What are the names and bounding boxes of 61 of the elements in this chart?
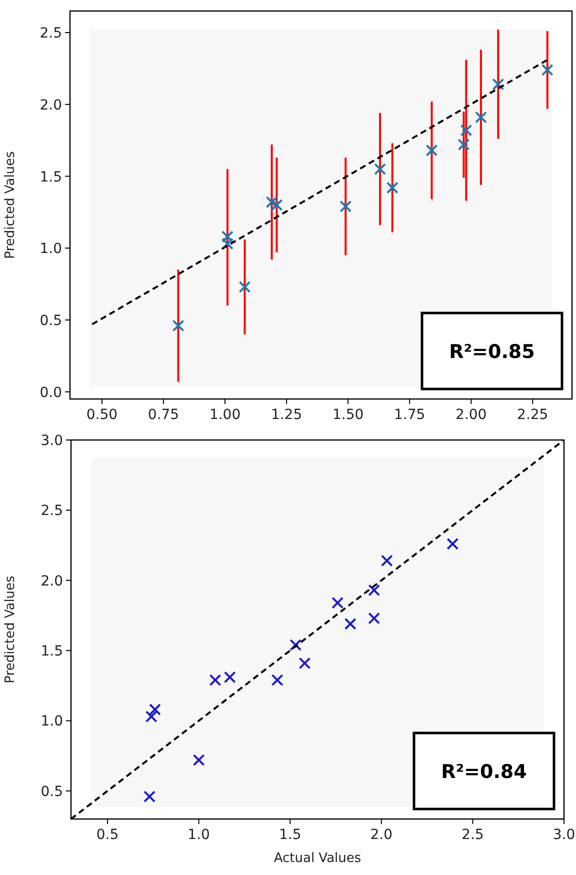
point [332, 596, 344, 609]
point [148, 704, 161, 716]
point [270, 199, 283, 211]
x-tick-label: 3.0 [552, 827, 576, 843]
y-tick-label: 2.0 [40, 97, 62, 114]
point [386, 182, 398, 194]
point [298, 657, 311, 670]
point [344, 618, 356, 630]
y-tick-label: 0.5 [40, 312, 62, 329]
point [474, 111, 487, 124]
point [374, 163, 386, 176]
point [145, 710, 158, 723]
y-tick-label: 0.5 [40, 784, 63, 800]
point [172, 320, 184, 332]
x-tick-label: 1.75 [394, 407, 426, 423]
point [209, 674, 222, 686]
x-tick-label: 1.0 [188, 827, 210, 843]
y-tick-label: 2.0 [40, 573, 63, 590]
x-tick-label: 0.5 [96, 827, 119, 843]
annotation: R²=0.84 [441, 761, 527, 783]
y-tick-label: 1.5 [40, 644, 63, 660]
x-tick-label: 0.75 [148, 407, 180, 423]
x-tick-label: 1.25 [270, 407, 302, 423]
point [340, 200, 352, 212]
y-tick-label: 2.5 [40, 503, 63, 520]
point [368, 612, 380, 624]
point [221, 230, 234, 243]
x-tick-label: 2.00 [456, 407, 487, 423]
y-tick-label: 1.5 [40, 169, 62, 186]
y-tick-label: 1.0 [40, 714, 63, 730]
point [460, 124, 472, 136]
point [541, 64, 554, 76]
point [426, 144, 438, 156]
x-tick-label: 1.5 [278, 827, 302, 843]
y-axis-title: Predicted Values [3, 150, 18, 259]
annotation: R²=0.85 [449, 341, 535, 363]
x-tick-label: 1.00 [209, 407, 241, 423]
x-tick-label: 0.50 [86, 407, 118, 423]
point [492, 78, 504, 90]
y-tick-label: 2.5 [40, 26, 62, 42]
point [446, 538, 459, 550]
point [224, 671, 236, 684]
point [290, 638, 302, 651]
x-axis-title: Actual Values [274, 851, 362, 866]
y-tick-label: 0.0 [40, 384, 62, 401]
x-tick-label: 2.25 [517, 407, 548, 423]
x-tick-label: 1.50 [332, 407, 364, 423]
point [380, 554, 393, 567]
point [271, 674, 284, 686]
x-tick-label: 2.0 [370, 827, 393, 843]
point [238, 280, 251, 293]
point [266, 196, 278, 208]
point [144, 790, 156, 803]
point [221, 238, 234, 250]
y-tick-label: 1.0 [40, 241, 62, 258]
point [368, 584, 380, 596]
point [458, 138, 470, 151]
y-tick-label: 3.0 [40, 433, 63, 449]
x-tick-label: 2.5 [462, 827, 484, 843]
y-axis-title: Predicted Values [3, 575, 18, 684]
point [192, 754, 205, 766]
